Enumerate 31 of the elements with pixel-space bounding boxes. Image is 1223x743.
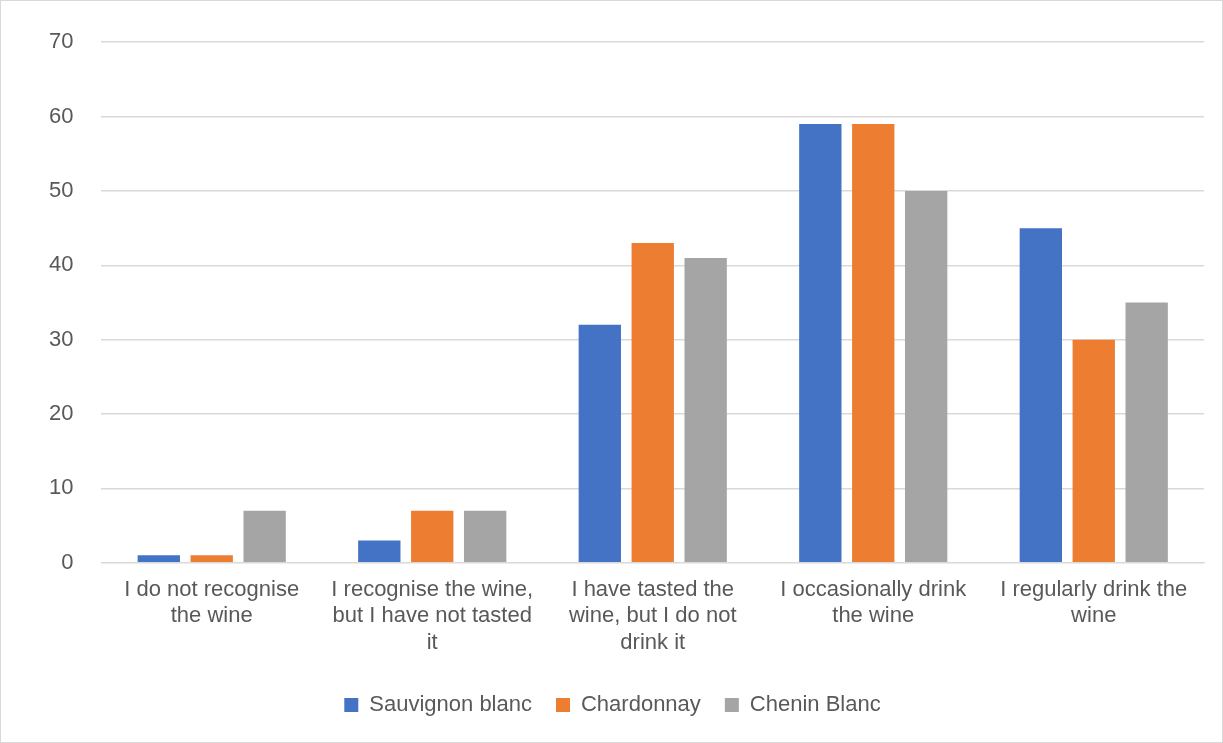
bar (1072, 339, 1115, 563)
y-tick-label: 50 (48, 177, 74, 203)
bar (578, 324, 621, 563)
legend-label: Chenin Blanc (749, 691, 881, 717)
bar (631, 243, 674, 563)
bar (137, 555, 180, 563)
y-tick-label: 30 (48, 325, 74, 351)
x-tick-label: I occasionally drink the wine (780, 576, 968, 628)
bar (799, 124, 842, 563)
legend-label: Sauvignon blanc (369, 691, 532, 717)
x-tick-label: I regularly drink the wine (1000, 576, 1188, 628)
y-tick-label: 60 (48, 102, 74, 128)
bar (190, 555, 233, 563)
bar (411, 510, 454, 563)
y-tick-label: 10 (48, 474, 74, 500)
x-tick-label: I have tasted the wine, but I do not drink it (567, 576, 737, 654)
bar (243, 510, 286, 563)
bar (852, 124, 895, 563)
y-tick-label: 20 (48, 400, 74, 426)
bar (1125, 302, 1168, 563)
bar (904, 190, 948, 563)
y-tick-label: 40 (48, 251, 74, 277)
bar (1019, 228, 1062, 563)
bar (358, 540, 401, 563)
y-tick-label: 70 (48, 28, 74, 54)
legend-label: Chardonnay (580, 691, 701, 717)
x-tick-label: I recognise the wine, but I have not tasted it (331, 576, 534, 654)
y-tick-label: 0 (61, 548, 74, 574)
x-tick-label: I do not recognise the wine (124, 576, 300, 628)
bar (684, 257, 727, 563)
bar (463, 510, 507, 563)
